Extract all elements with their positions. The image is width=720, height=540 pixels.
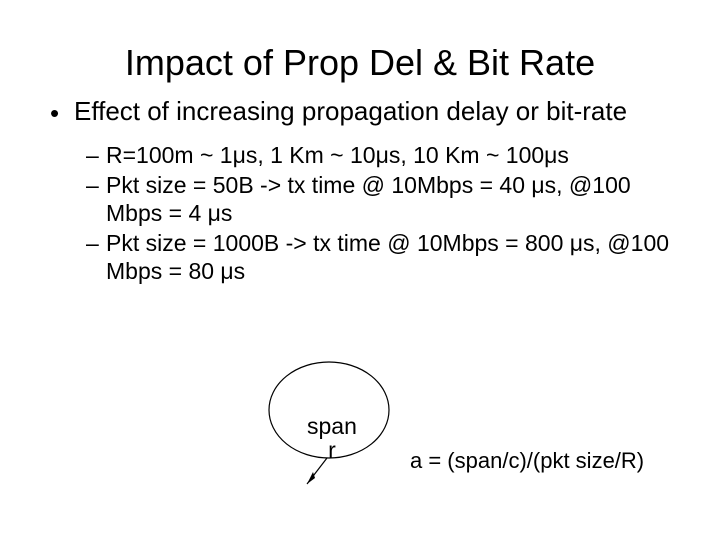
sub-text: R=100m ~ 1μs, 1 Km ~ 10μs, 10 Km ~ 100μs bbox=[106, 141, 690, 169]
diagram: span r a = (span/c)/(pkt size/R) bbox=[265, 358, 685, 518]
sub-item: – R=100m ~ 1μs, 1 Km ~ 10μs, 10 Km ~ 100… bbox=[86, 141, 690, 169]
bullet-text: Effect of increasing propagation delay o… bbox=[74, 96, 690, 127]
slide-body: • Effect of increasing propagation delay… bbox=[50, 96, 690, 287]
slide: Impact of Prop Del & Bit Rate • Effect o… bbox=[0, 0, 720, 540]
sub-list: – R=100m ~ 1μs, 1 Km ~ 10μs, 10 Km ~ 100… bbox=[86, 141, 690, 285]
sub-item: – Pkt size = 1000B -> tx time @ 10Mbps =… bbox=[86, 229, 690, 285]
sub-text: Pkt size = 1000B -> tx time @ 10Mbps = 8… bbox=[106, 229, 690, 285]
bullet-marker: • bbox=[50, 96, 74, 129]
dash-marker: – bbox=[86, 229, 106, 257]
span-label-line2: r bbox=[328, 437, 336, 463]
sub-item: – Pkt size = 50B -> tx time @ 10Mbps = 4… bbox=[86, 171, 690, 227]
arrow-head bbox=[307, 472, 315, 484]
dash-marker: – bbox=[86, 141, 106, 169]
span-label-line1: span bbox=[307, 413, 357, 439]
bullet-item: • Effect of increasing propagation delay… bbox=[50, 96, 690, 129]
sub-text: Pkt size = 50B -> tx time @ 10Mbps = 40 … bbox=[106, 171, 690, 227]
slide-title: Impact of Prop Del & Bit Rate bbox=[0, 42, 720, 84]
span-label: span r bbox=[307, 414, 357, 462]
formula-text: a = (span/c)/(pkt size/R) bbox=[410, 448, 644, 474]
dash-marker: – bbox=[86, 171, 106, 199]
